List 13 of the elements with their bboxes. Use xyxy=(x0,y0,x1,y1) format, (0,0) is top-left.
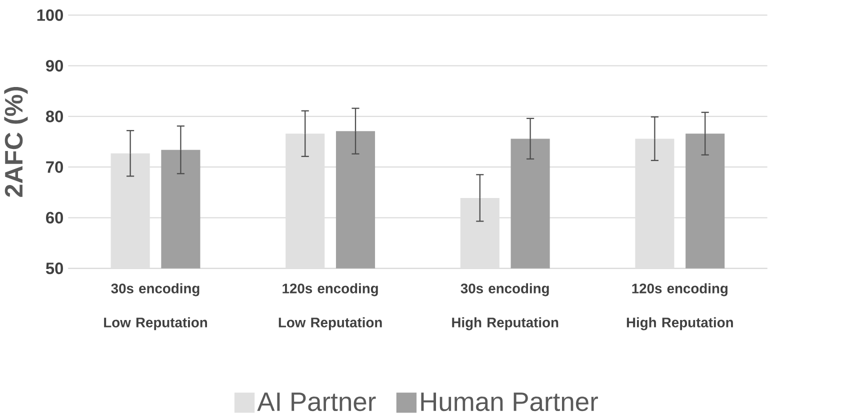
y-tick-label: 50 xyxy=(46,262,63,274)
y-tick-label: 100 xyxy=(37,9,63,22)
category-label: 30s encoding Low Reputation xyxy=(104,283,207,330)
category-label: 30s encoding High Reputation xyxy=(452,283,558,330)
category-label: 120s encoding High Reputation xyxy=(626,283,733,330)
category-label: 120s encoding Low Reputation xyxy=(278,283,382,330)
y-tick-label: 80 xyxy=(46,110,63,122)
y-tick-label: 60 xyxy=(46,212,63,224)
y-tick-label: 70 xyxy=(46,161,63,173)
y-tick-label: 90 xyxy=(46,60,63,72)
y-axis-title: 2AFC (%) xyxy=(4,87,28,197)
legend-label: AI Partner xyxy=(257,392,376,412)
legend-label: Human Partner xyxy=(421,392,598,412)
